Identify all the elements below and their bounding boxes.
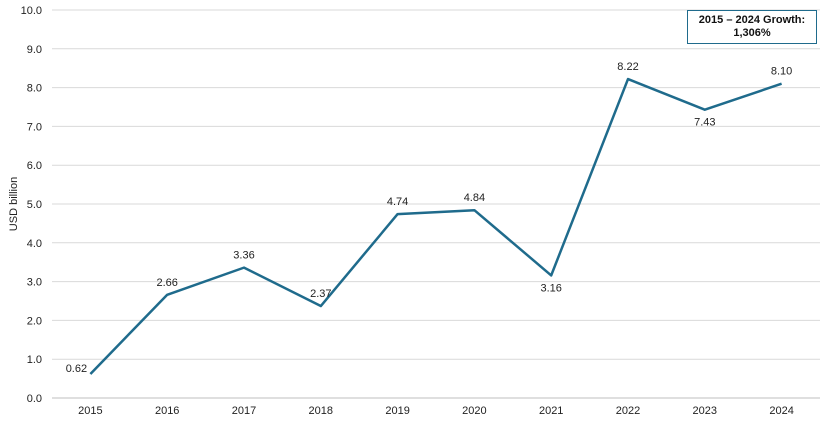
x-tick-label: 2019: [385, 405, 409, 417]
y-tick-label: 1.0: [27, 354, 42, 366]
x-tick-label: 2017: [232, 405, 256, 417]
x-tick-label: 2021: [539, 405, 563, 417]
y-tick-label: 3.0: [27, 277, 42, 289]
y-axis-label: USD billion: [8, 177, 20, 231]
data-label: 8.22: [617, 61, 638, 73]
data-label: 4.84: [464, 192, 485, 204]
data-label: 2.37: [310, 288, 331, 300]
data-label: 0.62: [66, 363, 87, 375]
y-tick-label: 8.0: [27, 83, 42, 95]
series-line: [89, 77, 783, 375]
data-label: 8.10: [771, 66, 792, 78]
data-labels: 0.62 2.66 3.36 2.37 4.74 4.84 3.16 8.22 7.43 8.10: [66, 61, 793, 375]
y-tick-label: 2.0: [27, 315, 42, 327]
data-label: 3.36: [233, 250, 254, 262]
y-tick-label: 6.0: [27, 160, 42, 172]
x-tick-label: 2020: [462, 405, 486, 417]
x-tick-label: 2022: [616, 405, 640, 417]
x-tick-label: 2018: [309, 405, 333, 417]
y-tick-label: 10.0: [21, 5, 42, 17]
growth-annotation-line2: 1,306%: [733, 27, 771, 39]
y-tick-label: 9.0: [27, 44, 42, 56]
data-label: 3.16: [540, 282, 561, 294]
data-label: 4.74: [387, 196, 408, 208]
y-tick-label: 5.0: [27, 199, 42, 211]
series-layer: [89, 77, 783, 375]
growth-annotation-box: 2015 – 2024 Growth: 1,306%: [687, 10, 817, 44]
y-tick-label: 4.0: [27, 238, 42, 250]
gridlines: [52, 9, 820, 360]
growth-annotation-line1: 2015 – 2024 Growth:: [698, 14, 806, 26]
data-label: 2.66: [156, 277, 177, 289]
y-tick-label: 7.0: [27, 121, 42, 133]
x-tick-labels: 2015 2016 2017 2018 2019 2020 2021 2022 2023 2024: [78, 405, 794, 417]
x-tick-label: 2016: [155, 405, 179, 417]
y-tick-label: 0.0: [27, 393, 42, 405]
y-tick-labels: 0.0 1.0 2.0 3.0 4.0 5.0 6.0 7.0 8.0 9.0 10.0: [21, 5, 42, 405]
data-label: 7.43: [694, 117, 715, 129]
x-tick-label: 2015: [78, 405, 102, 417]
x-tick-label: 2023: [693, 405, 717, 417]
x-tick-label: 2024: [769, 405, 793, 417]
